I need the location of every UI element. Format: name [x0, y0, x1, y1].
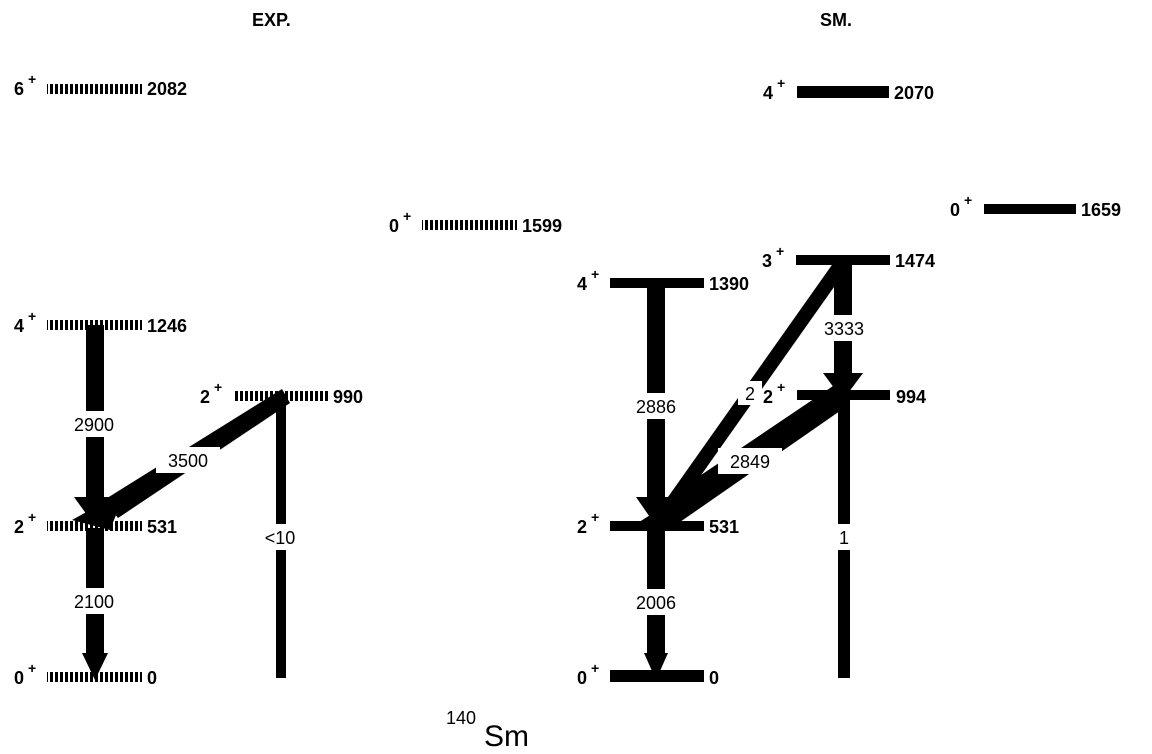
- level-energy: 0: [709, 668, 719, 688]
- level-parity: +: [403, 208, 411, 224]
- sm-transition-label: 2849: [730, 452, 770, 472]
- level-spin: 4: [763, 83, 773, 103]
- exp-panel-label: EXP.: [252, 10, 291, 30]
- exp-transition-1246-531: 2900: [58, 325, 128, 526]
- level-line: [47, 672, 142, 682]
- exp-level-0plus-1599: 0 + 1599: [389, 208, 562, 236]
- level-spin: 2: [200, 387, 210, 407]
- exp-level-0plus-0: 0 + 0: [14, 660, 157, 688]
- level-parity: +: [28, 71, 36, 87]
- level-parity: +: [591, 509, 599, 525]
- sm-transition-531-0: 2006: [624, 528, 688, 680]
- level-line: [610, 521, 704, 531]
- level-energy: 994: [896, 387, 926, 407]
- nucleus-mass-number: 140: [446, 708, 476, 728]
- exp-transition-label: <10: [265, 528, 296, 548]
- sm-level-3plus-1474: 3 + 1474: [762, 243, 935, 271]
- sm-level-0plus-1659: 0 + 1659: [950, 192, 1121, 220]
- level-line: [233, 391, 328, 401]
- level-line: [422, 220, 517, 230]
- level-spin: 0: [950, 200, 960, 220]
- level-energy: 1246: [147, 316, 187, 336]
- sm-level-4plus-1390: 4 + 1390: [577, 266, 749, 294]
- sm-transition-994-531: 2849: [636, 384, 850, 530]
- level-energy: 990: [333, 387, 363, 407]
- level-energy: 1659: [1081, 200, 1121, 220]
- level-line: [984, 204, 1076, 214]
- exp-transition-label: 2100: [74, 592, 114, 612]
- level-spin: 2: [14, 517, 24, 537]
- level-energy: 2070: [894, 83, 934, 103]
- level-spin: 0: [577, 668, 587, 688]
- level-line: [797, 86, 889, 98]
- sm-transition-label: 1: [839, 528, 849, 548]
- level-spin: 0: [389, 216, 399, 236]
- exp-level-2plus-531: 2 + 531: [14, 509, 177, 537]
- exp-transition-990-0: <10: [254, 398, 304, 678]
- level-line: [47, 84, 142, 94]
- level-energy: 1599: [522, 216, 562, 236]
- sm-transition-1474-994: 3333: [812, 263, 876, 400]
- level-energy: 1474: [895, 251, 935, 271]
- exp-level-6plus: 6 + 2082: [14, 71, 187, 99]
- sm-level-0plus-0: 0 + 0: [577, 660, 719, 688]
- level-energy: 1390: [709, 274, 749, 294]
- level-spin: 4: [577, 274, 587, 294]
- level-energy: 2082: [147, 79, 187, 99]
- level-parity: +: [964, 192, 972, 208]
- level-parity: +: [777, 379, 785, 395]
- sm-level-4plus-2070: 4 + 2070: [763, 75, 934, 103]
- level-line: [47, 320, 142, 330]
- level-line: [797, 390, 890, 400]
- exp-transition-990-531: 3500: [72, 389, 290, 530]
- sm-transition-label: 3333: [824, 319, 864, 339]
- exp-level-4plus-1246: 4 + 1246: [14, 308, 187, 336]
- level-line: [47, 521, 142, 531]
- level-energy: 531: [709, 517, 739, 537]
- level-parity: +: [591, 266, 599, 282]
- exp-transition-531-0: 2100: [60, 528, 128, 680]
- level-parity: +: [591, 660, 599, 676]
- sm-transition-label: 2: [745, 384, 755, 404]
- level-parity: +: [777, 75, 785, 91]
- level-spin: 2: [577, 517, 587, 537]
- level-spin: 3: [762, 251, 772, 271]
- level-parity: +: [214, 379, 222, 395]
- exp-transition-label: 3500: [168, 451, 208, 471]
- level-spin: 6: [14, 79, 24, 99]
- sm-level-2plus-994: 2 + 994: [763, 379, 926, 407]
- level-spin: 0: [14, 668, 24, 688]
- nucleus-title: 140 Sm: [446, 708, 529, 753]
- exp-level-2plus-990: 2 + 990: [200, 379, 363, 407]
- level-line: [796, 255, 890, 265]
- sm-transition-label: 2886: [636, 397, 676, 417]
- sm-transition-1474-531: 2: [656, 262, 846, 522]
- level-parity: +: [28, 660, 36, 676]
- level-parity: +: [28, 308, 36, 324]
- level-parity: +: [776, 243, 784, 259]
- sm-transition-994-0: 1: [832, 398, 856, 678]
- level-energy: 531: [147, 517, 177, 537]
- sm-panel-label: SM.: [820, 10, 852, 30]
- sm-transition-label: 2006: [636, 593, 676, 613]
- level-line: [610, 278, 704, 288]
- level-line: [610, 670, 704, 682]
- level-spin: 4: [14, 316, 24, 336]
- level-energy: 0: [147, 668, 157, 688]
- exp-transition-label: 2900: [74, 415, 114, 435]
- level-parity: +: [28, 509, 36, 525]
- sm-level-2plus-531: 2 + 531: [577, 509, 739, 537]
- nucleus-symbol: Sm: [484, 720, 529, 749]
- level-spin: 2: [763, 387, 773, 407]
